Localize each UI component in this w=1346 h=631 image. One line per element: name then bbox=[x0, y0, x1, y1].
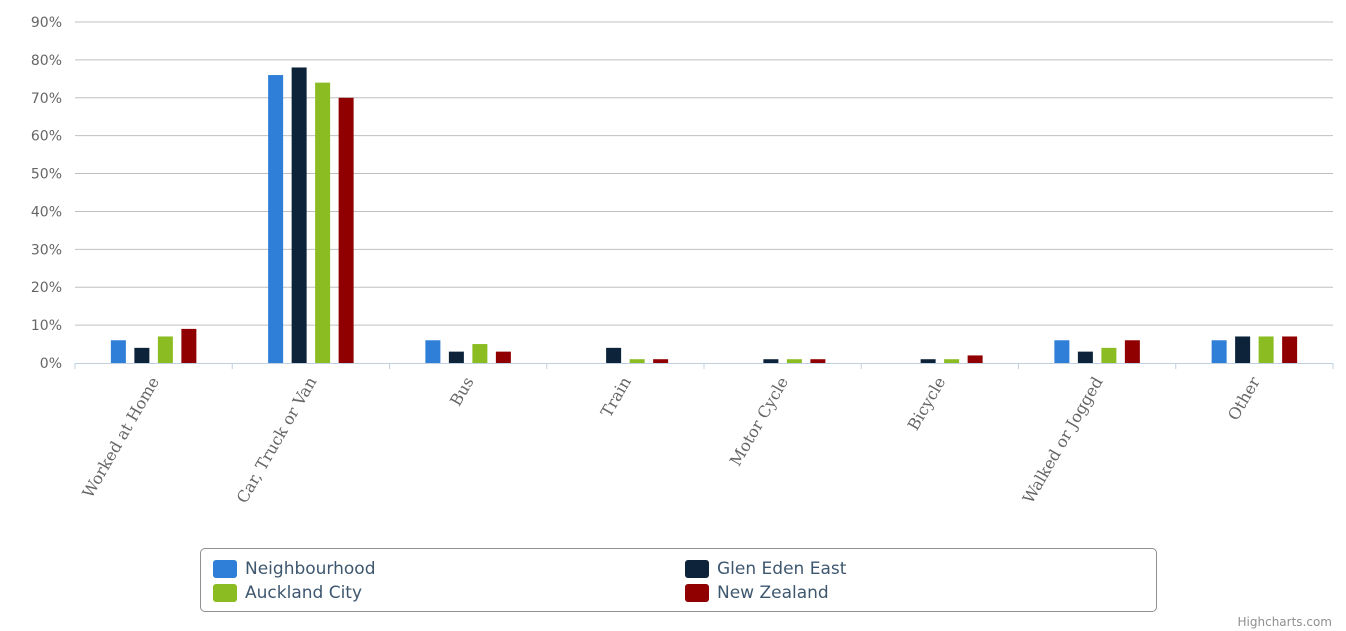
bar[interactable] bbox=[425, 340, 441, 363]
credits-link[interactable]: Highcharts.com bbox=[1237, 615, 1332, 629]
x-axis-labels: Worked at Home Car, Truck or Van Bus Train M… bbox=[78, 373, 1264, 506]
y-tick-label: 80% bbox=[31, 53, 62, 69]
bar[interactable] bbox=[1282, 336, 1298, 363]
bar[interactable] bbox=[1101, 347, 1117, 363]
legend-swatch-auckland-city bbox=[213, 584, 237, 602]
y-tick-label: 10% bbox=[31, 318, 62, 334]
legend: Neighbourhood Glen Eden East Auckland Ci… bbox=[200, 548, 1157, 612]
bar[interactable] bbox=[1054, 340, 1070, 363]
bar[interactable] bbox=[653, 359, 669, 363]
bar[interactable] bbox=[920, 359, 936, 363]
y-tick-label: 50% bbox=[31, 167, 62, 183]
x-tick-label: Worked at Home bbox=[78, 374, 163, 502]
bar[interactable] bbox=[472, 344, 488, 363]
bar[interactable] bbox=[181, 328, 197, 363]
y-tick-label: 30% bbox=[31, 242, 62, 258]
x-tick-label: Train bbox=[597, 374, 635, 421]
y-axis-labels: 0% 10% 20% 30% 40% 50% 60% 70% 80% 90% bbox=[31, 15, 62, 372]
x-axis bbox=[74, 363, 1334, 369]
y-tick-label: 0% bbox=[40, 356, 62, 372]
legend-label: Neighbourhood bbox=[245, 559, 376, 579]
x-tick-label: Bus bbox=[446, 374, 478, 410]
legend-label: Glen Eden East bbox=[717, 559, 847, 579]
legend-swatch-new-zealand bbox=[685, 584, 709, 602]
x-tick-label: Walked or Jogged bbox=[1019, 374, 1107, 507]
bar[interactable] bbox=[1258, 336, 1274, 363]
gridlines bbox=[75, 21, 1333, 326]
bar[interactable] bbox=[134, 347, 150, 363]
legend-label: Auckland City bbox=[245, 583, 363, 603]
bar[interactable] bbox=[810, 359, 826, 363]
bar[interactable] bbox=[338, 97, 354, 364]
bar[interactable] bbox=[291, 67, 307, 363]
x-tick-label: Car, Truck or Van bbox=[233, 374, 321, 507]
bar[interactable] bbox=[448, 351, 464, 363]
legend-item-neighbourhood[interactable]: Neighbourhood bbox=[213, 559, 376, 579]
bar[interactable] bbox=[315, 82, 331, 363]
y-tick-label: 40% bbox=[31, 204, 62, 220]
bar[interactable] bbox=[967, 355, 983, 363]
x-tick-label: Motor Cycle bbox=[726, 374, 792, 470]
y-tick-label: 20% bbox=[31, 280, 62, 296]
y-tick-label: 70% bbox=[31, 91, 62, 107]
bar[interactable] bbox=[629, 359, 645, 363]
bar[interactable] bbox=[495, 351, 511, 363]
legend-swatch-glen-eden-east bbox=[685, 560, 709, 578]
bar[interactable] bbox=[763, 359, 779, 363]
bar[interactable] bbox=[1211, 340, 1227, 363]
bar[interactable] bbox=[268, 75, 284, 364]
x-tick-label: Bicycle bbox=[904, 374, 950, 434]
bar[interactable] bbox=[1077, 351, 1093, 363]
legend-item-glen-eden-east[interactable]: Glen Eden East bbox=[685, 559, 846, 579]
bar[interactable] bbox=[110, 340, 126, 363]
bar[interactable] bbox=[157, 336, 173, 363]
legend-label: New Zealand bbox=[717, 583, 829, 603]
bar[interactable] bbox=[1235, 336, 1251, 363]
y-tick-label: 60% bbox=[31, 129, 62, 145]
legend-item-new-zealand[interactable]: New Zealand bbox=[685, 583, 829, 603]
bars bbox=[110, 67, 1298, 364]
legend-item-auckland-city[interactable]: Auckland City bbox=[213, 583, 362, 603]
legend-swatch-neighbourhood bbox=[213, 560, 237, 578]
bar[interactable] bbox=[786, 359, 802, 363]
bar[interactable] bbox=[944, 359, 960, 363]
y-tick-label: 90% bbox=[31, 15, 62, 31]
bar[interactable] bbox=[1124, 340, 1140, 363]
bar[interactable] bbox=[606, 347, 622, 363]
x-tick-label: Other bbox=[1224, 373, 1264, 423]
